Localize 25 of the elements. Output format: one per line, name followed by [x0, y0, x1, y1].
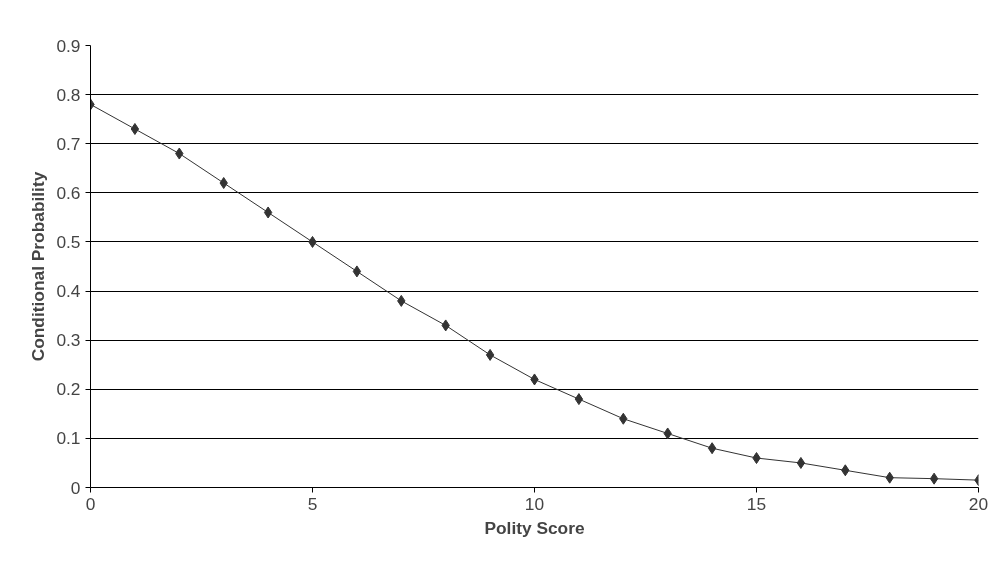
- y-tick-label: 0.5: [56, 231, 81, 252]
- y-tick-label: 0.3: [56, 330, 81, 351]
- y-tick-label: 0.2: [56, 379, 81, 400]
- y-tick-label: 0.8: [56, 84, 81, 105]
- point: [485, 348, 495, 361]
- x-axis-title: Polity Score: [484, 517, 585, 538]
- x-tick-label: 0: [85, 493, 96, 514]
- x-tick-label: 5: [307, 493, 318, 514]
- y-tick-label: 0.6: [56, 182, 81, 203]
- point: [796, 456, 806, 469]
- y-tick-label: 0: [70, 477, 81, 498]
- point: [130, 122, 140, 135]
- point: [263, 206, 273, 219]
- point: [574, 393, 584, 406]
- y-axis-title: Conditional Probability: [28, 171, 49, 362]
- point: [707, 442, 717, 455]
- point: [929, 472, 939, 485]
- point: [352, 265, 362, 278]
- y-tick-label: 0.9: [56, 35, 81, 56]
- x-tick-label: 15: [746, 493, 767, 514]
- x-tick-label: 20: [968, 493, 989, 514]
- y-tick-label: 0.7: [56, 133, 81, 154]
- y-tick-label: 0.1: [56, 428, 81, 449]
- x-tick-label: 10: [524, 493, 545, 514]
- y-tick-label: 0.4: [56, 281, 81, 302]
